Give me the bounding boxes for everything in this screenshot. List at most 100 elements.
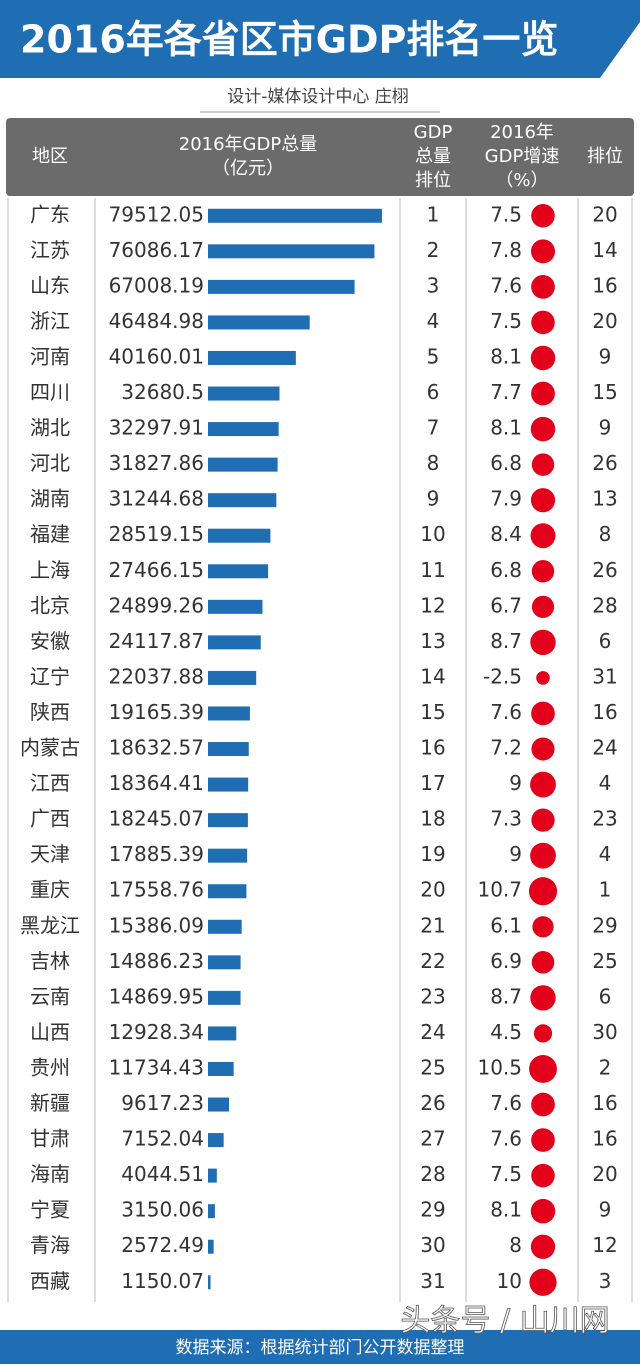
gdp-value: 31827.86 [109, 451, 204, 475]
gdp-value: 3150.06 [121, 1198, 204, 1222]
gdp-value: 67008.19 [109, 273, 204, 297]
growth-rank: 16 [592, 1127, 617, 1151]
region: 内蒙古 [20, 736, 80, 760]
growth-value: 6.1 [490, 913, 522, 937]
growth-rank: 25 [592, 949, 617, 973]
region: 山西 [30, 1020, 70, 1044]
growth-dot [531, 737, 555, 761]
region: 江苏 [30, 238, 70, 262]
gdp-value: 27466.15 [109, 558, 204, 582]
gdp-bar [208, 528, 271, 543]
growth-dot [530, 985, 556, 1011]
growth-rank: 31 [592, 664, 617, 688]
gdp-value: 15386.09 [109, 913, 204, 937]
gdp-value: 40160.01 [109, 344, 204, 368]
region: 云南 [30, 984, 70, 1008]
gdp-rank: 28 [420, 1162, 445, 1186]
region: 宁夏 [30, 1198, 70, 1222]
gdp-value: 2572.49 [121, 1233, 204, 1257]
gdp-value: 7152.04 [121, 1127, 204, 1151]
growth-rank: 30 [592, 1020, 617, 1044]
growth-value: -2.5 [483, 664, 522, 688]
growth-value: 9 [509, 771, 522, 795]
growth-dot [531, 275, 555, 299]
subtitle: 设计-媒体设计中心 庄栩 [227, 87, 409, 107]
gdp-value: 18245.07 [109, 807, 204, 831]
gdp-value: 18632.57 [109, 736, 204, 760]
region: 新疆 [30, 1091, 70, 1115]
header-row [6, 118, 634, 196]
region: 广西 [30, 807, 70, 831]
growth-value: 6.9 [490, 949, 522, 973]
gdp-bar [208, 599, 263, 614]
growth-rank: 29 [592, 913, 617, 937]
region: 重庆 [30, 878, 70, 902]
gdp-value: 79512.05 [109, 202, 204, 226]
growth-value: 10.7 [477, 878, 522, 902]
growth-dot [531, 203, 555, 228]
growth-rank: 24 [592, 736, 617, 760]
growth-rank: 6 [599, 629, 612, 653]
gdp-rank: 2 [427, 238, 440, 262]
column-header: 总量 [415, 146, 451, 167]
gdp-bar [208, 422, 279, 437]
growth-value: 6.8 [490, 451, 522, 475]
region: 陕西 [30, 700, 70, 724]
region: 浙江 [30, 309, 70, 333]
growth-dot [530, 345, 556, 371]
growth-rank: 16 [592, 700, 617, 724]
growth-dot [530, 771, 556, 798]
gdp-bar [208, 244, 375, 259]
column-header: 2016年 [490, 122, 554, 143]
growth-dot [531, 1163, 555, 1188]
gdp-bar [208, 990, 241, 1005]
growth-rank: 26 [592, 451, 617, 475]
growth-dot [531, 1128, 555, 1152]
growth-dot [531, 595, 555, 618]
growth-dot [531, 951, 555, 974]
gdp-bar [208, 1204, 215, 1219]
growth-dot [529, 1268, 557, 1296]
gdp-bar [208, 884, 247, 899]
growth-value: 7.2 [490, 736, 522, 760]
growth-dot [531, 1092, 555, 1117]
gdp-value: 1150.07 [121, 1269, 204, 1293]
growth-value: 7.5 [490, 202, 522, 226]
gdp-rank: 21 [420, 913, 445, 937]
growth-dot [530, 1198, 556, 1224]
growth-rank: 9 [599, 344, 612, 368]
gdp-bar [208, 564, 269, 579]
growth-dot [536, 671, 550, 685]
growth-dot [531, 560, 555, 583]
growth-value: 6.8 [490, 558, 522, 582]
growth-dot [530, 523, 556, 549]
growth-value: 8.4 [490, 522, 522, 546]
region: 黑龙江 [20, 913, 80, 937]
region: 湖北 [30, 416, 70, 440]
gdp-bar [208, 742, 249, 757]
column-header: （%） [495, 170, 548, 191]
growth-rank: 20 [592, 309, 617, 333]
column-header: GDP [414, 122, 453, 143]
gdp-bar [208, 670, 257, 685]
gdp-rank: 27 [420, 1127, 445, 1151]
growth-value: 8.1 [490, 344, 522, 368]
gdp-bar [208, 350, 296, 365]
growth-value: 7.5 [490, 309, 522, 333]
gdp-bar [208, 1239, 214, 1254]
gdp-rank: 23 [420, 984, 445, 1008]
gdp-value: 46484.98 [109, 309, 204, 333]
growth-rank: 20 [592, 1162, 617, 1186]
gdp-bar [208, 1026, 237, 1041]
footer-bar [0, 1330, 640, 1364]
gdp-value: 24899.26 [109, 593, 204, 617]
growth-value: 8.1 [490, 1198, 522, 1222]
growth-rank: 16 [592, 1091, 617, 1115]
gdp-value: 14886.23 [109, 949, 204, 973]
region: 西藏 [30, 1269, 70, 1293]
column-header: 排位 [587, 146, 623, 167]
region: 海南 [30, 1162, 70, 1186]
region: 安徽 [30, 629, 70, 653]
growth-value: 4.5 [490, 1020, 522, 1044]
